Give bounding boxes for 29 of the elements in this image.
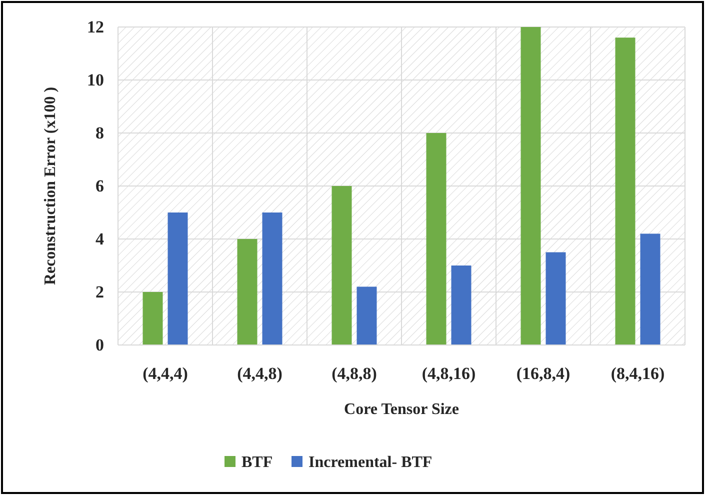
x-tick-label: (16,8,4) xyxy=(516,364,570,384)
y-tick-label: 10 xyxy=(87,70,104,90)
y-tick-label: 0 xyxy=(96,335,104,354)
bar xyxy=(168,212,188,345)
legend-label: BTF xyxy=(242,454,273,471)
bar xyxy=(356,286,377,345)
x-tick-label: (8,4,16) xyxy=(610,364,665,384)
x-tick-label: (4,4,4) xyxy=(142,364,188,384)
legend-label: Incremental- BTF xyxy=(308,454,432,471)
bar xyxy=(262,212,282,345)
y-tick-label: 2 xyxy=(96,282,104,302)
bar xyxy=(426,133,446,345)
y-axis-title: Reconstruction Error (x100 ) xyxy=(42,86,59,286)
bar xyxy=(332,186,352,345)
y-tick-label: 6 xyxy=(96,176,104,196)
bar xyxy=(546,252,566,345)
bar xyxy=(237,239,258,345)
bar xyxy=(520,27,541,345)
x-tick-label: (4,8,8) xyxy=(332,364,377,384)
bar xyxy=(142,292,163,345)
x-tick-label: (4,4,8) xyxy=(237,364,282,384)
y-tick-label: 8 xyxy=(96,123,104,142)
bar xyxy=(615,38,636,345)
bar xyxy=(451,266,472,345)
bar xyxy=(640,234,660,345)
y-tick-label: 12 xyxy=(87,17,104,36)
x-tick-label: (4,8,16) xyxy=(422,364,476,384)
x-axis-title: Core Tensor Size xyxy=(344,401,459,418)
y-tick-label: 4 xyxy=(96,229,104,248)
